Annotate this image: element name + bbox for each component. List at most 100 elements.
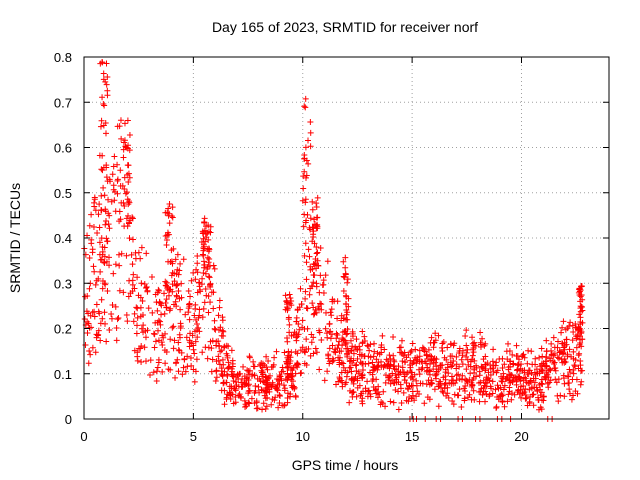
data-point — [310, 350, 317, 357]
data-point — [386, 352, 393, 359]
x-axis-label: GPS time / hours — [292, 457, 399, 473]
data-point — [488, 385, 495, 392]
data-point — [218, 387, 225, 394]
data-point — [400, 389, 407, 396]
data-point — [152, 319, 159, 326]
data-point — [428, 356, 435, 363]
data-point — [276, 380, 283, 387]
data-point — [359, 375, 366, 382]
data-point — [302, 240, 309, 247]
data-point — [513, 342, 520, 349]
data-point — [469, 334, 476, 341]
data-point — [224, 354, 231, 361]
data-point — [139, 297, 146, 304]
data-point — [100, 101, 107, 108]
data-point — [224, 365, 231, 372]
data-point — [564, 325, 571, 332]
data-point — [218, 365, 225, 372]
data-point — [169, 324, 176, 331]
data-point — [312, 306, 319, 313]
data-point — [109, 171, 116, 178]
data-point — [382, 372, 389, 379]
data-point — [397, 369, 404, 376]
data-point — [413, 360, 420, 367]
data-point — [135, 292, 142, 299]
data-point — [251, 372, 258, 379]
data-point — [304, 325, 311, 332]
data-point — [286, 291, 293, 298]
data-point — [99, 167, 106, 174]
data-point — [137, 304, 144, 311]
data-point — [456, 345, 463, 352]
data-point — [398, 349, 405, 356]
data-point — [95, 211, 102, 218]
data-point — [428, 380, 435, 387]
data-point — [117, 216, 124, 223]
data-point — [501, 403, 508, 410]
data-point — [273, 385, 280, 392]
data-point — [245, 399, 252, 406]
data-point — [207, 229, 214, 236]
data-point — [453, 372, 460, 379]
data-point — [365, 387, 372, 394]
data-point — [459, 361, 466, 368]
data-point — [565, 373, 572, 380]
data-point — [263, 353, 270, 360]
data-point — [329, 342, 336, 349]
tick-labels: 0 5 10 15 20 0 0.1 0.2 0.3 0.4 0.5 0.6 0.7 0.8 — [54, 50, 529, 444]
data-point — [186, 301, 193, 308]
data-point — [315, 303, 322, 310]
data-point — [205, 248, 212, 255]
data-point — [304, 305, 311, 312]
data-point — [440, 339, 447, 346]
data-point — [114, 316, 121, 323]
data-point — [340, 336, 347, 343]
data-point — [264, 366, 271, 373]
data-point — [317, 300, 324, 307]
data-point — [547, 357, 554, 364]
data-point — [264, 394, 271, 401]
data-point — [86, 347, 93, 354]
data-point — [132, 255, 139, 262]
data-point — [371, 348, 378, 355]
data-point — [538, 366, 545, 373]
data-point — [129, 261, 136, 268]
data-point — [575, 365, 582, 372]
data-point — [91, 199, 98, 206]
data-point — [555, 338, 562, 345]
data-point — [159, 368, 166, 375]
data-point — [271, 354, 278, 361]
data-point — [129, 277, 136, 284]
data-point — [281, 387, 288, 394]
data-point — [284, 370, 291, 377]
data-point — [165, 231, 172, 238]
data-point — [297, 347, 304, 354]
y-axis-label: SRMTID / TECUs — [7, 183, 23, 293]
data-point — [448, 380, 455, 387]
data-point — [310, 228, 317, 235]
data-point — [566, 386, 573, 393]
data-point — [106, 262, 113, 269]
data-point — [338, 377, 345, 384]
data-point — [97, 123, 104, 130]
data-point — [162, 360, 169, 367]
data-point — [302, 95, 309, 102]
data-point — [99, 59, 106, 66]
data-point — [442, 366, 449, 373]
data-point — [302, 144, 309, 151]
data-point — [515, 361, 522, 368]
data-point — [208, 289, 215, 296]
data-point — [180, 364, 187, 371]
data-point — [191, 350, 198, 357]
data-point — [456, 375, 463, 382]
data-point — [560, 372, 567, 379]
data-point — [355, 368, 362, 375]
data-point — [250, 363, 257, 370]
data-point — [360, 360, 367, 367]
data-point — [490, 362, 497, 369]
data-point — [380, 364, 387, 371]
data-point — [116, 287, 123, 294]
data-point — [551, 359, 558, 366]
data-point — [104, 288, 111, 295]
data-point — [111, 188, 118, 195]
